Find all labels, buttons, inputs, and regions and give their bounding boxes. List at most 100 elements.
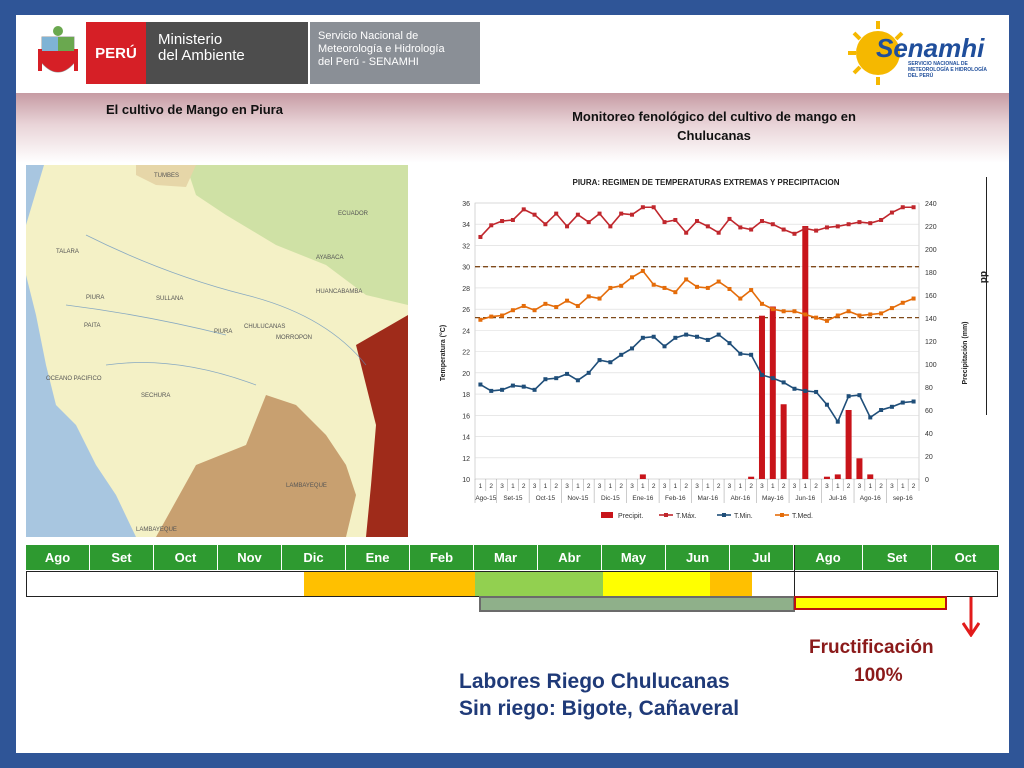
chart-point: [868, 221, 873, 226]
chart-point: [630, 212, 635, 217]
right-title: Monitoreo fenológico del cultivo de mang…: [494, 107, 934, 145]
chart-point: [792, 386, 797, 391]
ministerio-logo: Ministerio del Ambiente: [146, 22, 308, 84]
chart-point: [727, 216, 732, 221]
chart-point: [543, 222, 548, 227]
chart-point: [759, 372, 764, 377]
chart-point: [565, 298, 570, 303]
calendar-month-15: Oct: [932, 545, 1000, 570]
chart-point: [803, 226, 808, 231]
fructificacion-percent: 100%: [854, 665, 903, 686]
chart-decade-label: 2: [912, 483, 916, 490]
chart-point: [846, 222, 851, 227]
chart-legend-label: T.Med.: [792, 513, 813, 520]
chart-point: [619, 211, 624, 216]
labores-title: Labores Riego Chulucanas: [459, 670, 730, 693]
chart-ytick-label: 14: [462, 435, 470, 442]
chart-precip-bar: [769, 306, 776, 479]
chart-decade-label: 3: [500, 483, 504, 490]
map-label-lambayeque2: LAMBAYEQUE: [136, 527, 177, 533]
chart-point: [586, 220, 591, 225]
chart-decade-label: 2: [489, 483, 493, 490]
chart-point: [543, 377, 548, 382]
chart-point: [662, 285, 667, 290]
chart-decade-label: 3: [858, 483, 862, 490]
calendar-month-7: Feb: [410, 545, 474, 570]
chart-point: [835, 419, 840, 424]
chart-point: [738, 225, 743, 230]
chart-ytick-label: 28: [462, 286, 470, 293]
chart-decade-label: 1: [479, 483, 483, 490]
ministerio-line1: Ministerio: [158, 31, 223, 48]
chart-legend-marker: [780, 513, 784, 517]
chart-point: [900, 205, 905, 210]
phase-bar-orange2: [710, 572, 752, 596]
map-label-morropon: MORROPON: [276, 335, 312, 341]
chart-point: [889, 210, 894, 215]
chart-decade-label: 2: [522, 483, 526, 490]
senamhi-box: Servicio Nacional de Meteorología e Hidr…: [310, 22, 480, 84]
calendar-month-12: Jul: [730, 545, 794, 570]
chart-point: [705, 224, 710, 229]
calendar-month-14: Set: [863, 545, 932, 570]
chart-ytick-label: 36: [462, 201, 470, 208]
chart-precip-bar: [845, 410, 852, 479]
right-divider: [986, 177, 987, 415]
chart-precip-bar: [780, 404, 787, 479]
map-label-huancabamba: HUANCABAMBA: [316, 289, 362, 295]
chart-point: [521, 384, 526, 389]
chart-y2tick-label: 20: [925, 454, 933, 461]
chart-point: [695, 284, 699, 289]
chart-point: [716, 279, 721, 284]
chart-point: [478, 382, 483, 387]
temperature-precip-chart: PIURA: REGIMEN DE TEMPERATURAS EXTREMAS …: [439, 178, 969, 520]
chart-point: [824, 402, 829, 407]
chart-decade-label: 2: [652, 483, 656, 490]
chart-legend-swatch: [601, 512, 613, 518]
chart-point: [738, 296, 743, 301]
peru-crest-icon: [38, 26, 78, 73]
senamhi-line2: Meteorología e Hidrología: [318, 43, 445, 55]
map-label-paita: PAITA: [84, 323, 100, 329]
phase-bar-yellow: [603, 572, 710, 596]
chart-point: [673, 217, 678, 222]
chart-point: [651, 205, 656, 210]
chart-legend-marker: [722, 513, 726, 517]
chart-month-label: Abr-16: [731, 495, 751, 502]
chart-decade-label: 2: [684, 483, 688, 490]
phase-bar-orange: [304, 572, 475, 596]
chart-point: [521, 207, 526, 212]
chart-decade-label: 1: [739, 483, 743, 490]
chart-point: [500, 219, 505, 224]
chart-point: [857, 393, 862, 398]
chart-ytick-label: 12: [462, 456, 470, 463]
chart-y2tick-label: 160: [925, 293, 937, 300]
chart-point: [716, 230, 721, 235]
chart-month-label: Oct-15: [536, 495, 556, 502]
chart-decade-label: 2: [749, 483, 753, 490]
chart-y2tick-label: 240: [925, 201, 937, 208]
piura-map: TUMBES ECUADOR OCEANO PACIFICO PIURA PIU…: [26, 165, 408, 537]
chart-point: [879, 311, 884, 316]
chart-ytick-label: 26: [462, 307, 470, 314]
chart-precip-bar: [856, 458, 863, 479]
map-label-lambayeque: LAMBAYEQUE: [286, 483, 327, 489]
chart-point: [803, 388, 808, 393]
chart-month-label: Mar-16: [698, 495, 719, 502]
chart-title: PIURA: REGIMEN DE TEMPERATURAS EXTREMAS …: [573, 178, 840, 187]
calendar-month-11: Jun: [666, 545, 730, 570]
chart-decade-label: 3: [695, 483, 699, 490]
chart-point: [738, 351, 743, 356]
chart-ytick-label: 20: [462, 371, 470, 378]
chart-precip-bar: [639, 474, 646, 479]
chart-point: [575, 212, 580, 217]
calendar-month-9: Abr: [538, 545, 602, 570]
chart-point: [814, 389, 819, 394]
map-label-ayabaca: AYABACA: [316, 255, 343, 261]
chart-point: [846, 309, 851, 314]
chart-decade-label: 1: [836, 483, 840, 490]
chart-ytick-label: 18: [462, 392, 470, 399]
chart-legend-label: T.Min.: [734, 513, 753, 520]
chart-point: [630, 275, 635, 280]
chart-precip-bar: [758, 315, 765, 479]
